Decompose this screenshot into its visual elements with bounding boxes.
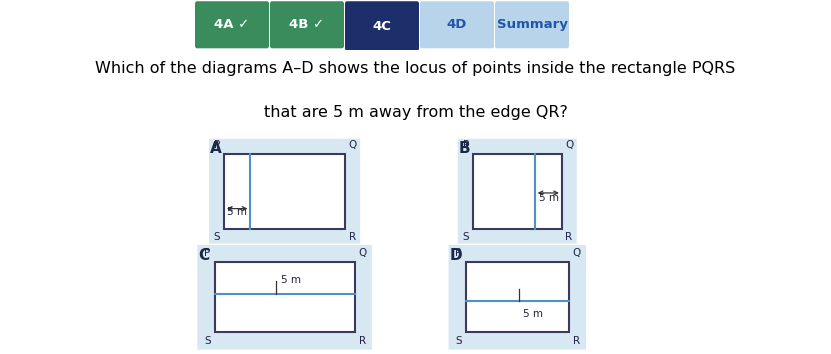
Text: 5 m: 5 m (227, 207, 247, 217)
Text: 5 m: 5 m (524, 309, 543, 319)
Text: S: S (463, 232, 470, 242)
Text: Q: Q (359, 248, 367, 258)
Text: P: P (204, 248, 210, 258)
Text: R: R (349, 232, 356, 242)
Text: R: R (359, 336, 366, 347)
Text: 5 m: 5 m (538, 193, 558, 203)
Text: 4D: 4D (447, 18, 467, 31)
Text: Summary: Summary (497, 18, 568, 31)
FancyBboxPatch shape (197, 245, 372, 350)
Text: P: P (455, 248, 462, 258)
Text: 4A ✓: 4A ✓ (214, 18, 249, 31)
Bar (214, 262, 355, 332)
Text: 4C: 4C (372, 19, 391, 33)
Text: Q: Q (573, 248, 581, 258)
Text: A: A (209, 141, 222, 156)
FancyBboxPatch shape (420, 1, 494, 48)
Text: 5 m: 5 m (281, 275, 301, 285)
Text: R: R (565, 232, 573, 242)
Text: S: S (204, 336, 210, 347)
Text: S: S (455, 336, 462, 347)
FancyBboxPatch shape (270, 1, 344, 48)
Text: S: S (214, 232, 220, 242)
Text: D: D (450, 247, 462, 263)
Bar (224, 154, 345, 229)
Text: C: C (198, 247, 209, 263)
FancyBboxPatch shape (449, 245, 586, 350)
Text: Q: Q (349, 140, 357, 150)
FancyBboxPatch shape (458, 139, 577, 244)
FancyBboxPatch shape (209, 139, 360, 244)
Text: R: R (573, 336, 580, 347)
Text: Which of the diagrams A–D shows the locus of points inside the rectangle PQRS: Which of the diagrams A–D shows the locu… (96, 61, 735, 76)
Bar (466, 262, 568, 332)
Text: P: P (214, 140, 220, 150)
FancyBboxPatch shape (495, 1, 569, 48)
Text: Q: Q (565, 140, 573, 150)
Text: B: B (459, 141, 470, 156)
Text: 4B ✓: 4B ✓ (289, 18, 325, 31)
Text: P: P (463, 140, 470, 150)
FancyBboxPatch shape (195, 1, 269, 48)
Text: that are 5 m away from the edge QR?: that are 5 m away from the edge QR? (263, 105, 568, 120)
Bar (473, 154, 562, 229)
FancyBboxPatch shape (345, 1, 419, 51)
